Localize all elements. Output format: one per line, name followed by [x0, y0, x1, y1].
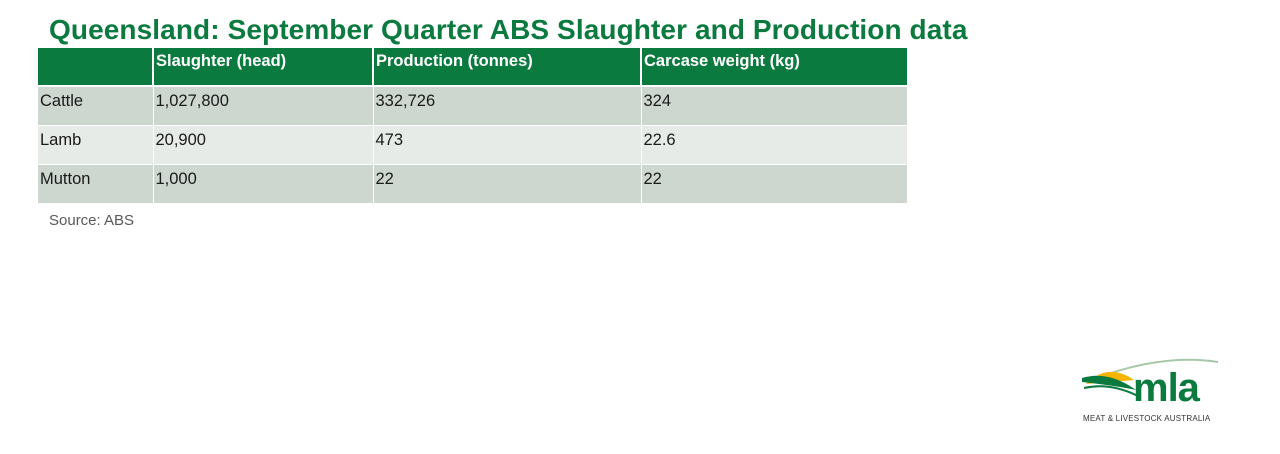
header-production: Production (tonnes): [373, 48, 642, 86]
page-title: Queensland: September Quarter ABS Slaugh…: [49, 14, 968, 45]
table-row: Lamb 20,900 473 22.6: [38, 124, 907, 164]
production-value: 473: [373, 124, 642, 164]
row-label: Lamb: [38, 124, 154, 164]
slaughter-production-table: Slaughter (head) Production (tonnes) Car…: [38, 48, 907, 203]
table-row: Mutton 1,000 22 22: [38, 163, 907, 203]
slaughter-value: 1,027,800: [153, 85, 374, 125]
mla-sun-hill-icon: [1082, 358, 1219, 397]
table-row: Cattle 1,027,800 332,726 324: [38, 85, 907, 125]
logo-wordmark: mla: [1133, 366, 1200, 410]
header-carcase-weight: Carcase weight (kg): [641, 48, 907, 86]
slaughter-value: 20,900: [153, 124, 374, 164]
slaughter-value: 1,000: [153, 163, 374, 203]
header-slaughter: Slaughter (head): [153, 48, 374, 86]
mla-logo: mla MEAT & LIVESTOCK AUSTRALIA: [1078, 356, 1228, 428]
header-empty: [38, 48, 154, 86]
row-label: Mutton: [38, 163, 154, 203]
logo-subtitle: MEAT & LIVESTOCK AUSTRALIA: [1083, 414, 1211, 423]
production-value: 22: [373, 163, 642, 203]
row-label: Cattle: [38, 85, 154, 125]
production-value: 332,726: [373, 85, 642, 125]
source-note: Source: ABS: [49, 212, 135, 229]
table-header-row: Slaughter (head) Production (tonnes) Car…: [38, 48, 907, 86]
carcase-weight-value: 22: [641, 163, 907, 203]
carcase-weight-value: 22.6: [641, 124, 907, 164]
carcase-weight-value: 324: [641, 85, 907, 125]
